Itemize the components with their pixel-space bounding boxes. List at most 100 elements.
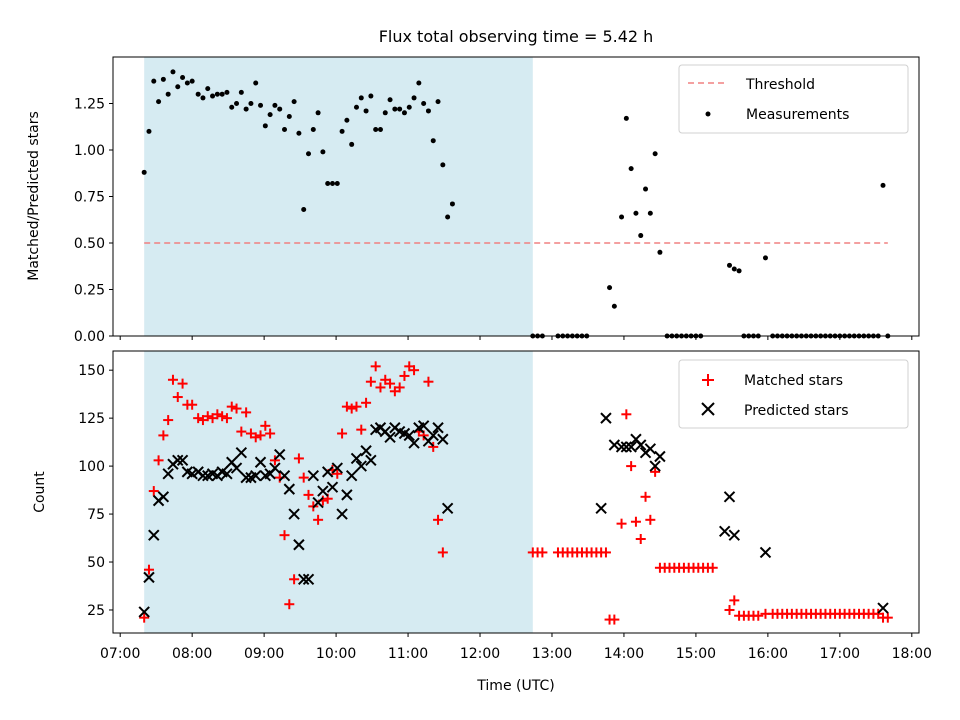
predicted-star-mark	[595, 502, 607, 515]
matched-star-point	[303, 489, 314, 500]
matched-star-point	[385, 378, 396, 389]
predicted-star-point	[317, 485, 329, 497]
predicted-star-mark	[302, 573, 315, 585]
matched-star-point	[167, 374, 178, 385]
predicted-star-mark	[250, 469, 262, 482]
x-tick-label: 14:00	[604, 646, 644, 662]
matched-star-point	[231, 403, 242, 414]
predicted-star-point	[625, 441, 637, 453]
predicted-star-point	[759, 546, 772, 559]
measurement-point	[440, 162, 446, 168]
measurement-point	[219, 91, 225, 97]
measurement-point	[320, 149, 326, 155]
predicted-star-mark	[615, 441, 628, 453]
predicted-star-point	[331, 462, 343, 474]
top-points	[141, 69, 891, 339]
predicted-star-mark	[321, 466, 334, 478]
matched-star-point	[143, 564, 154, 575]
y-tick-label: 50	[87, 555, 105, 571]
measurement-point	[214, 91, 220, 97]
matched-star-point	[724, 604, 735, 615]
matched-star-point	[428, 441, 439, 452]
measurement-point	[165, 91, 171, 97]
matched-star-point	[217, 411, 228, 422]
predicted-star-point	[312, 496, 324, 509]
predicted-star-mark	[379, 425, 391, 438]
matched-star-point	[279, 530, 290, 541]
matched-star-point	[298, 472, 309, 483]
predicted-star-mark	[355, 460, 367, 472]
legend-matched-swatch	[702, 374, 714, 386]
predicted-star-mark	[432, 422, 444, 434]
predicted-star-mark	[157, 491, 170, 503]
predicted-star-mark	[345, 469, 358, 482]
predicted-star-point	[176, 454, 189, 467]
predicted-star-point	[336, 508, 348, 520]
measurement-point	[141, 169, 147, 175]
predicted-star-point	[293, 539, 305, 551]
matched-star-point	[375, 382, 386, 393]
measurement-point	[392, 106, 398, 112]
predicted-star-mark	[230, 462, 243, 474]
predicted-star-mark	[138, 606, 150, 618]
measurement-point	[301, 207, 307, 213]
predicted-star-mark	[254, 456, 267, 468]
predicted-star-point	[250, 469, 262, 482]
measurement-point	[623, 115, 629, 121]
x-tick-label: 13:00	[532, 646, 572, 662]
predicted-star-point	[143, 571, 155, 584]
predicted-star-point	[608, 439, 621, 451]
predicted-star-point	[221, 468, 233, 480]
measurement-point	[762, 255, 768, 261]
matched-star-point	[153, 455, 164, 466]
predicted-star-mark	[441, 502, 454, 515]
matched-star-point	[236, 426, 247, 437]
measurement-point	[151, 78, 157, 84]
chart-title: Flux total observing time = 5.42 h	[379, 27, 654, 46]
predicted-star-mark	[427, 429, 439, 442]
predicted-star-mark	[162, 468, 174, 480]
matched-star-point	[269, 455, 280, 466]
bottom-shaded-span	[144, 351, 533, 633]
measurement-point	[421, 101, 427, 106]
predicted-star-point	[649, 460, 661, 472]
matched-star-point	[609, 614, 620, 625]
x-tick-label: 15:00	[676, 646, 716, 662]
legend-matched-label: Matched stars	[744, 373, 843, 389]
measurement-point	[310, 127, 316, 133]
measurement-point	[411, 95, 417, 101]
measurement-point	[430, 138, 436, 144]
predicted-star-point	[654, 450, 666, 463]
matched-star-point	[346, 403, 357, 414]
predicted-star-point	[384, 431, 396, 444]
y-tick-label: 125	[78, 411, 105, 427]
predicted-star-mark	[635, 439, 647, 451]
matched-star-point	[226, 401, 237, 412]
predicted-star-mark	[269, 462, 281, 474]
predicted-star-mark	[620, 441, 633, 453]
bottom-y-axis-label: Count	[32, 471, 48, 513]
predicted-star-mark	[384, 431, 396, 444]
predicted-star-point	[345, 469, 358, 482]
predicted-star-mark	[759, 546, 772, 559]
predicted-star-point	[278, 469, 291, 482]
legend-predicted-label: Predicted stars	[744, 403, 849, 419]
matched-star-point	[882, 612, 893, 623]
predicted-star-point	[172, 454, 184, 467]
predicted-star-point	[615, 441, 628, 453]
predicted-stars-points	[138, 412, 889, 618]
measurement-point	[611, 303, 617, 309]
predicted-star-point	[360, 445, 372, 457]
measurement-point	[277, 106, 283, 112]
predicted-star-point	[728, 529, 740, 541]
measurement-point	[435, 99, 441, 105]
predicted-star-mark	[723, 491, 736, 503]
measurement-point	[234, 101, 240, 106]
predicted-star-mark	[172, 454, 184, 467]
predicted-star-mark	[274, 448, 286, 461]
predicted-star-point	[321, 466, 334, 478]
top-shaded-span	[144, 57, 533, 336]
measurement-point	[425, 108, 431, 114]
predicted-star-point	[427, 429, 439, 442]
bottom-y-ticks: 25 50 75 100 125 150	[78, 363, 113, 619]
